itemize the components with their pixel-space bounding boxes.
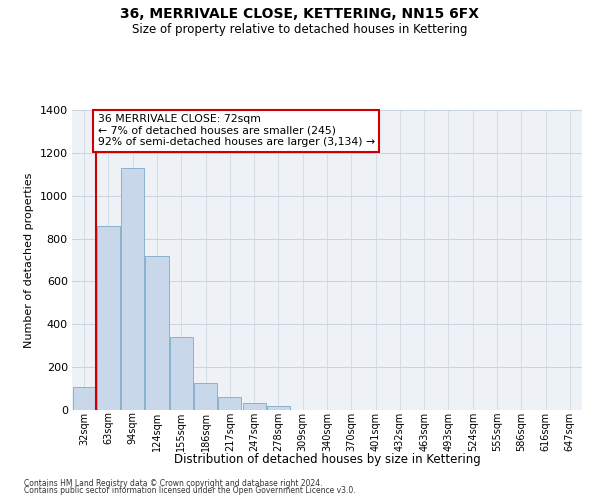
Bar (194, 382, 217, 410)
Text: Size of property relative to detached houses in Kettering: Size of property relative to detached ho… (132, 22, 468, 36)
Bar (145, 256, 169, 410)
Text: Contains public sector information licensed under the Open Government Licence v3: Contains public sector information licen… (24, 486, 356, 495)
Bar (97, 226, 120, 410)
Text: 36, MERRIVALE CLOSE, KETTERING, NN15 6FX: 36, MERRIVALE CLOSE, KETTERING, NN15 6FX (121, 8, 479, 22)
Text: Contains HM Land Registry data © Crown copyright and database right 2024.: Contains HM Land Registry data © Crown c… (24, 478, 323, 488)
Bar (121, 168, 144, 410)
Bar (170, 336, 193, 410)
Y-axis label: Number of detached properties: Number of detached properties (24, 172, 34, 348)
Bar (267, 406, 290, 410)
Bar (218, 396, 241, 410)
Text: Distribution of detached houses by size in Kettering: Distribution of detached houses by size … (173, 452, 481, 466)
Bar (73, 387, 95, 410)
Text: 36 MERRIVALE CLOSE: 72sqm
← 7% of detached houses are smaller (245)
92% of semi-: 36 MERRIVALE CLOSE: 72sqm ← 7% of detach… (97, 114, 374, 148)
Bar (242, 403, 266, 410)
